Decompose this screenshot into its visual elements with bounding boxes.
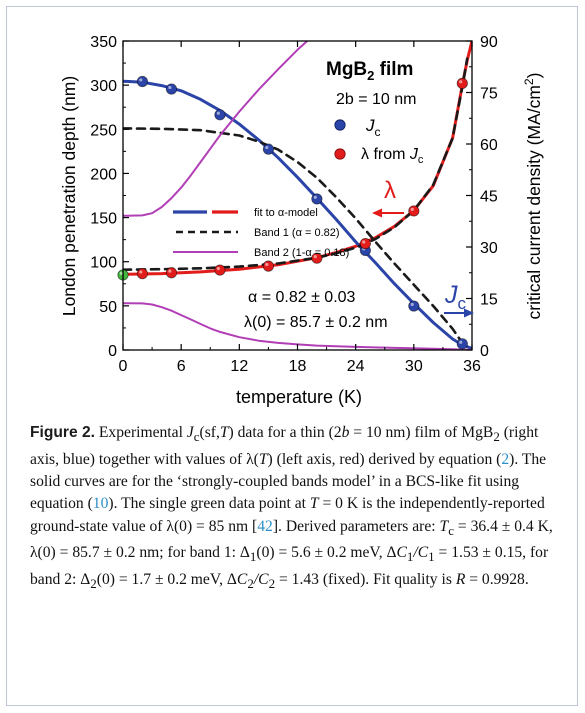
y-right-tick-label-4: 60 [480,137,498,154]
data-point-0-1 [165,83,178,95]
data-point-0-2 [214,109,226,121]
y-left-tick-label-2: 100 [90,255,117,272]
data-point-1-1 [165,267,178,279]
data-point-0-4 [311,193,323,205]
data-point-0-0 [136,75,148,88]
x-tick-label-4: 24 [347,358,365,375]
y-right-tick-label-2: 30 [480,240,498,257]
legend-band1-label: Band 1 (α = 0.82) [254,227,340,239]
legend-lambda-label: λ from Jc [361,146,424,166]
y-left-tick-label-1: 50 [99,299,117,316]
y-left-tick-label-0: 0 [108,343,117,360]
figure-frame [6,6,578,706]
data-point-1-6 [408,205,420,217]
y-axis-left-label: London penetration depth (nm) [59,76,79,316]
x-tick-label-1: 6 [177,358,186,375]
legend-lambda-text: λ from [361,146,410,163]
y-left-tick-label-5: 250 [90,122,117,139]
jc-arrow-head [464,308,474,318]
data-point-0-6 [408,300,420,312]
data-point-1-4 [311,252,323,264]
series-line-2 [123,127,464,345]
y-axis-right-label: critical current density (MA/cm2) [522,73,544,320]
data-point-1-2 [214,264,226,276]
axes-layer: 0 6 12 18 24 30 360501001502002503003500153045… [90,34,498,375]
reference-link-42[interactable]: 42 [257,517,273,535]
data-point-0-7 [456,338,468,350]
series-line-5 [123,302,472,350]
chart-title-rest: film [374,59,413,80]
lambda-arrow-head [372,208,382,218]
legend-lambda-marker [334,148,346,160]
lambda-arrow-label: λ [384,177,396,204]
equation-link-10[interactable]: 10 [92,495,109,513]
series-line-3 [123,57,469,272]
chart-title-main: MgB [326,59,367,80]
y-left-tick-label-6: 300 [90,78,117,95]
series-line-1 [123,79,472,350]
marks-layer [117,75,468,350]
chart-title: MgB2 film [326,59,413,83]
x-tick-label-2: 12 [230,358,248,375]
x-tick-label-5: 30 [405,358,423,375]
y-left-tick-label-3: 150 [90,211,117,228]
data-point-1-3 [262,260,275,272]
chart-title-sub: 2 [367,68,374,83]
equation-link-2[interactable]: 2 [501,450,510,468]
legend-jc-marker [334,119,346,131]
data-point-1-5 [359,238,371,250]
data-point-0-3 [262,143,275,155]
alpha-annotation: α = 0.82 ± 0.03 [248,289,356,306]
jc-arrow-label: Jc [444,281,467,313]
y-left-tick-label-7: 350 [90,34,117,51]
y-right-tick-label-5: 75 [480,86,498,103]
data-point-1-0 [136,268,148,280]
data-point-1-7 [456,77,468,89]
x-tick-label-6: 36 [463,358,481,375]
x-axis-label: temperature (K) [236,387,362,407]
lambda0-annotation: λ(0) = 85.7 ± 0.2 nm [244,314,388,331]
figure-label: Figure 2. [30,424,95,441]
fit-legend: fit to α-model Band 1 (α = 0.82) Band 2 … [173,207,349,259]
y-right-tick-label-0: 0 [480,343,489,360]
x-tick-label-3: 18 [289,358,307,375]
x-tick-label-0: 0 [119,358,128,375]
legend-jc-label: Jc [365,116,381,139]
y-right-tick-label-1: 15 [480,292,498,309]
legend-fit-label: fit to α-model [254,207,318,219]
figure-caption: Figure 2. Experimental Jc(sf,T) data for… [30,424,553,591]
thickness-label: 2b = 10 nm [336,91,417,108]
chart: 0 6 12 18 24 30 360501001502002503003500153045… [59,34,544,407]
series-line-4 [123,41,309,217]
legend-band2-label: Band 2 (1-α = 0.18) [254,247,349,259]
y-right-tick-label-3: 45 [480,189,498,206]
y-left-tick-label-4: 200 [90,166,117,183]
y-right-tick-label-6: 90 [480,34,498,51]
